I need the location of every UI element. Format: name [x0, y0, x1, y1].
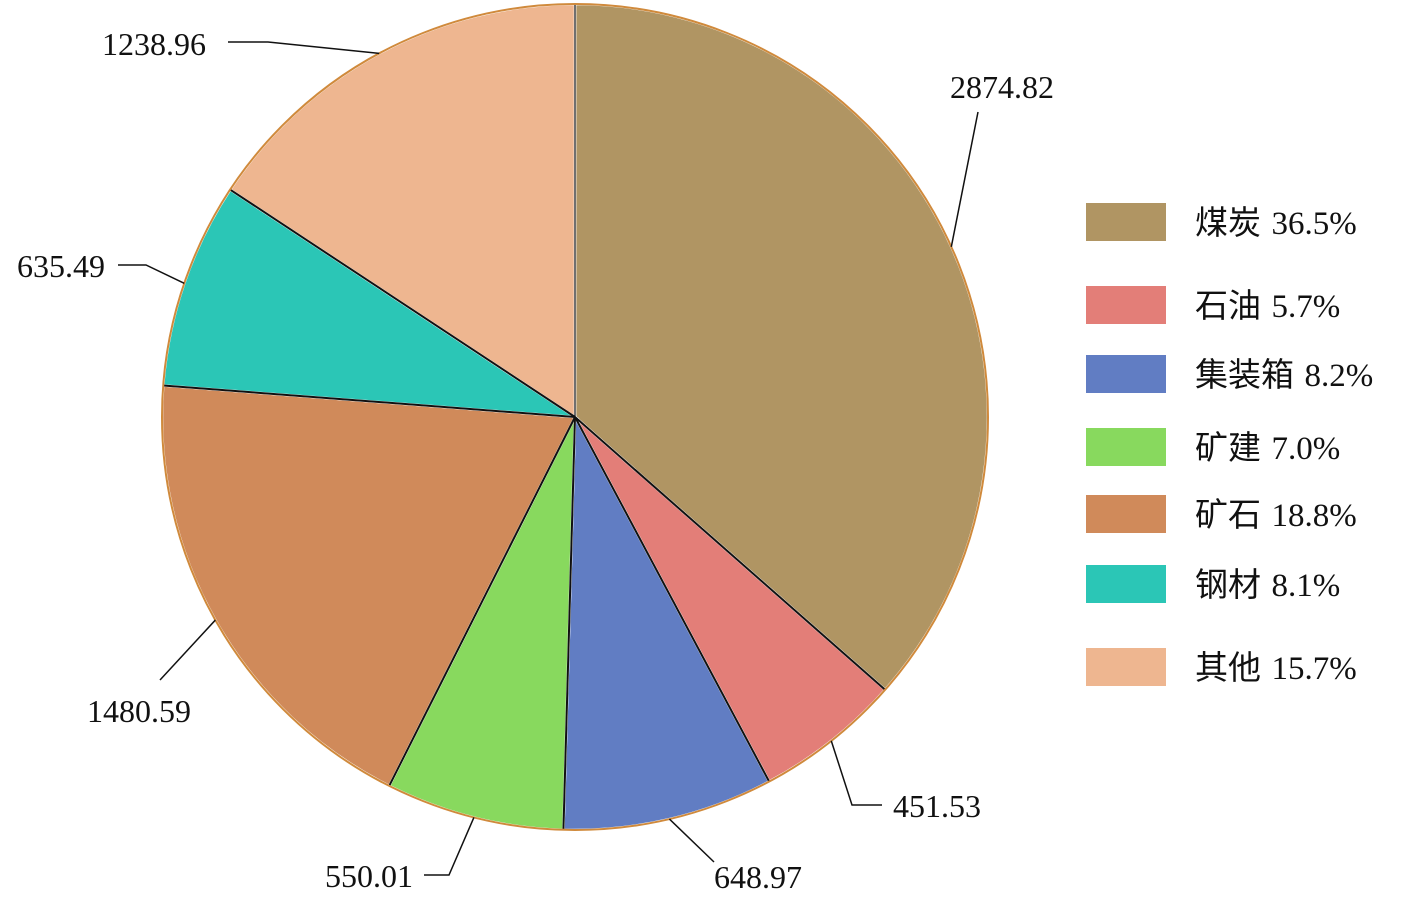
legend-item-4: 矿建 7.0%: [1086, 428, 1340, 467]
legend-swatch-5: [1086, 495, 1166, 533]
legend-item-2: 石油 5.7%: [1086, 286, 1340, 325]
legend-item-1: 煤炭 36.5%: [1086, 203, 1357, 242]
legend-item-6: 钢材 8.1%: [1086, 565, 1340, 604]
data-labels: 2874.82 451.53 648.97 550.01 1480.59 635.49 12…: [17, 26, 1054, 895]
legend-item-3: 集装箱 8.2%: [1086, 355, 1373, 394]
legend-label-5: 矿石 18.8%: [1195, 495, 1357, 534]
legend-label-1: 煤炭 36.5%: [1195, 203, 1357, 242]
legend-label-7: 其他 15.7%: [1195, 648, 1357, 687]
legend-label-4: 矿建 7.0%: [1195, 428, 1340, 467]
legend-swatch-4: [1086, 428, 1166, 466]
data-label-5: 1480.59: [87, 693, 191, 729]
pie-outer-ring: [161, 3, 989, 831]
legend-item-5: 矿石 18.8%: [1086, 495, 1357, 534]
data-label-leader-3: [668, 818, 715, 863]
data-label-leaders: [118, 41, 979, 876]
data-label-2: 451.53: [893, 788, 981, 824]
legend-swatch-1: [1086, 203, 1166, 241]
pie-slice-edges: [163, 4, 886, 830]
legend-item-7: 其他 15.7%: [1086, 648, 1357, 687]
legend-swatch-2: [1086, 286, 1166, 324]
legend-swatch-7: [1086, 648, 1166, 686]
data-label-leader-5: [159, 619, 216, 681]
legend-swatch-6: [1086, 565, 1166, 603]
data-label-leader-2: [830, 740, 882, 806]
slice-edge-5: [163, 384, 576, 418]
data-label-1: 2874.82: [950, 69, 1054, 105]
data-label-7: 1238.96: [102, 26, 206, 62]
legend-swatch-3: [1086, 355, 1166, 393]
data-label-3: 648.97: [714, 859, 802, 895]
slice-edge-2: [574, 416, 771, 782]
legend-label-6: 钢材 8.1%: [1195, 565, 1340, 604]
legend: 煤炭 36.5% 石油 5.7% 集装箱 8.2% 矿建 7.0% 矿石 18.8% 钢材…: [1086, 203, 1373, 687]
data-label-leader-4: [424, 817, 475, 876]
slice-edge-3: [562, 416, 576, 830]
pie-slices: [160, 2, 990, 832]
data-label-4: 550.01: [325, 858, 413, 894]
data-label-leader-7: [228, 41, 380, 55]
legend-label-2: 石油 5.7%: [1195, 286, 1340, 325]
slice-edge-6: [229, 188, 576, 418]
data-label-leader-6: [118, 264, 185, 285]
data-label-leader-1: [950, 111, 979, 247]
legend-label-3: 集装箱 8.2%: [1195, 355, 1373, 394]
data-label-6: 635.49: [17, 248, 105, 284]
slice-edge-1: [574, 416, 886, 691]
slice-edge-4: [388, 416, 576, 787]
